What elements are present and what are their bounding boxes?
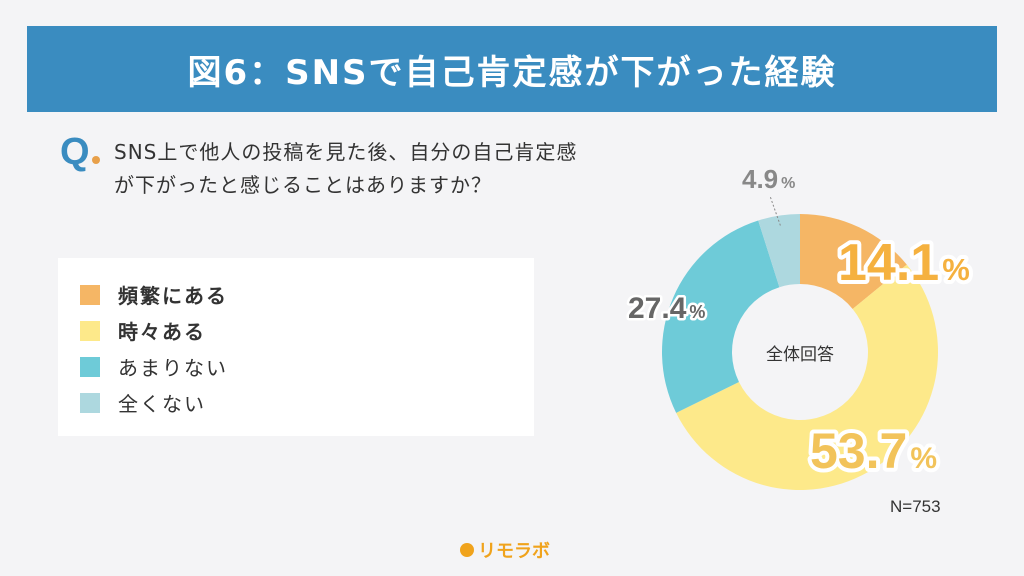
legend-swatch <box>80 284 100 305</box>
legend-item-rarely: あまりない <box>80 352 228 381</box>
legend-label: 時々ある <box>118 320 206 344</box>
legend-label: 頻繁にある <box>118 284 228 308</box>
brand-logo: リモラボ <box>460 537 550 563</box>
legend-swatch <box>80 320 100 341</box>
data-label: 53.7% <box>810 423 937 479</box>
legend-item-sometimes: 時々ある <box>80 316 206 345</box>
data-label: 4.9% <box>742 164 795 194</box>
legend-swatch <box>80 392 100 413</box>
logo-text: リモラボ <box>478 541 550 562</box>
legend-label: あまりない <box>118 356 228 380</box>
sample-size-note: N=753 <box>890 497 941 516</box>
question-text: SNS上で他人の投稿を見た後、自分の自己肯定感が下がったと感じることはありますか… <box>114 140 578 197</box>
donut-chart: 14.1% 53.7 % 27.4 % 4.9% <box>626 164 974 491</box>
question-mark: Q <box>60 131 90 173</box>
leader-line <box>769 195 781 226</box>
page-title: 図6：SNSで自己肯定感が下がった経験 <box>187 52 837 93</box>
donut-center-label: 全体回答 <box>766 345 834 365</box>
legend-box: 頻繁にある 時々ある あまりない 全くない <box>58 258 534 436</box>
legend-swatch <box>80 356 100 377</box>
logo-dot-icon <box>460 543 474 557</box>
data-label: 14.1% <box>838 234 970 292</box>
legend-item-frequent: 頻繁にある <box>80 280 228 309</box>
donut-slice <box>676 264 939 491</box>
donut-slice <box>800 214 907 309</box>
donut-slice <box>662 220 780 413</box>
title-banner: 図6：SNSで自己肯定感が下がった経験 <box>27 26 997 112</box>
question-dot-icon <box>92 156 100 164</box>
donut-slice <box>758 214 800 288</box>
legend-label: 全くない <box>118 392 206 416</box>
legend-item-never: 全くない <box>80 388 206 417</box>
data-label: 27.4% <box>628 292 705 325</box>
